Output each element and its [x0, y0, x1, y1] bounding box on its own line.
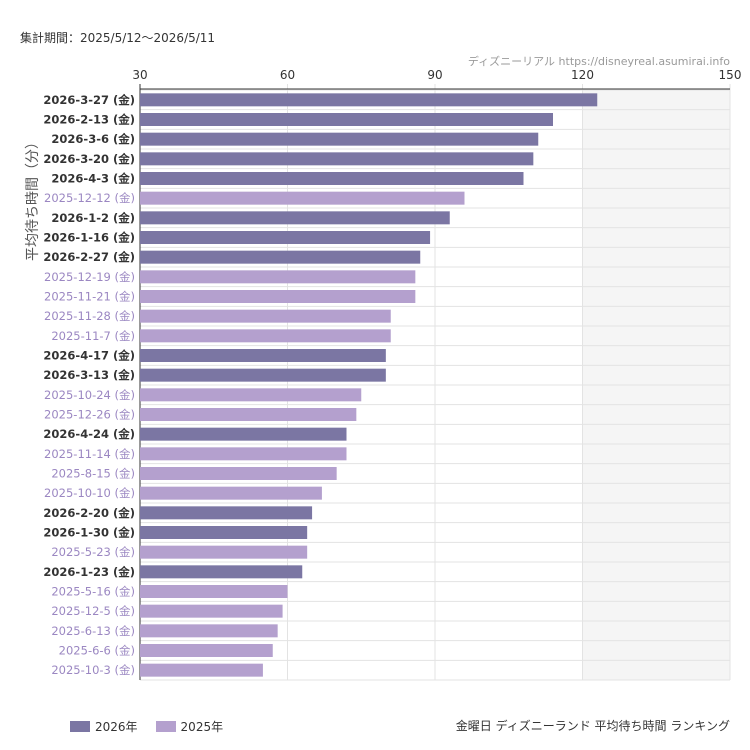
category-label: 2026-1-23 (金): [43, 565, 135, 579]
category-label: 2025-10-3 (金): [51, 663, 135, 677]
legend-item-2026: 2026年: [70, 718, 138, 735]
category-label: 2025-6-13 (金): [51, 624, 135, 638]
legend-item-2025: 2025年: [155, 718, 224, 735]
bar: [140, 211, 450, 225]
bar: [140, 663, 263, 677]
category-label: 2026-3-6 (金): [51, 132, 135, 146]
bar: [140, 93, 598, 107]
bar: [140, 447, 347, 461]
bar: [140, 152, 534, 166]
bar: [140, 290, 416, 303]
bar: [140, 172, 524, 185]
category-label: 2026-1-30 (金): [43, 526, 135, 540]
category-label: 2025-10-10 (金): [44, 486, 135, 500]
bar: [140, 191, 465, 205]
bar: [140, 329, 391, 343]
legend-swatch-2025: [155, 721, 176, 732]
category-label: 2025-11-21 (金): [44, 290, 135, 304]
period-label: 集計期間：2025/5/12〜2026/5/11: [20, 31, 216, 45]
x-tick-label: 60: [280, 68, 295, 82]
x-tick-label: 90: [427, 68, 442, 82]
category-label: 2026-1-2 (金): [51, 211, 135, 225]
x-tick-label: 150: [719, 68, 742, 82]
bar: [140, 486, 322, 500]
bar: [140, 250, 421, 264]
bar: [140, 349, 386, 362]
bar: [140, 526, 308, 539]
bar: [140, 270, 416, 284]
category-label: 2026-4-24 (金): [43, 427, 135, 441]
category-label: 2025-12-5 (金): [51, 604, 135, 618]
bar: [140, 427, 347, 441]
x-tick-label: 30: [132, 68, 147, 82]
bar: [140, 408, 357, 421]
bar: [140, 545, 308, 559]
category-label: 2025-12-19 (金): [44, 270, 135, 284]
category-label: 2025-5-16 (金): [51, 585, 135, 599]
category-label: 2026-3-27 (金): [43, 93, 135, 107]
category-label: 2026-4-3 (金): [51, 172, 135, 186]
category-label: 2025-11-28 (金): [44, 309, 135, 323]
category-label: 2025-11-7 (金): [51, 329, 135, 343]
category-label: 2026-3-13 (金): [43, 368, 135, 382]
bar: [140, 231, 431, 244]
bar: [140, 113, 553, 126]
bar: [140, 368, 386, 382]
category-label: 2026-2-13 (金): [43, 113, 135, 127]
bar: [140, 506, 313, 520]
legend-swatch-2026: [70, 721, 90, 732]
category-label: 2026-4-17 (金): [43, 349, 135, 363]
category-label: 2026-3-20 (金): [43, 152, 135, 166]
category-label: 2026-2-27 (金): [43, 250, 135, 264]
category-label: 2025-11-14 (金): [44, 447, 135, 461]
legend-label-2026: 2026年: [95, 720, 138, 734]
category-label: 2025-6-6 (金): [59, 644, 135, 658]
category-label: 2026-1-16 (金): [43, 231, 135, 245]
category-label: 2025-12-12 (金): [44, 191, 135, 205]
legend-label-2025: 2025年: [180, 720, 224, 734]
category-label: 2025-5-23 (金): [51, 545, 135, 559]
legend: 2026年 2025年: [70, 718, 241, 735]
site-credit: ディズニーリアル https://disneyreal.asumirai.inf…: [467, 55, 730, 68]
bar: [140, 132, 539, 146]
bar: [140, 585, 288, 598]
bar: [140, 467, 337, 480]
category-label: 2025-10-24 (金): [44, 388, 135, 402]
category-label: 2025-12-26 (金): [44, 408, 135, 422]
x-tick-label: 120: [571, 68, 594, 82]
bar: [140, 624, 278, 638]
bar: [140, 388, 362, 402]
category-label: 2026-2-20 (金): [43, 506, 135, 520]
category-label: 2025-8-15 (金): [51, 467, 135, 481]
chart-footnote: 金曜日 ディズニーランド 平均待ち時間 ランキング: [455, 719, 730, 733]
bar: [140, 604, 283, 618]
bar: [140, 644, 273, 657]
bar: [140, 565, 303, 579]
bar: [140, 309, 391, 323]
